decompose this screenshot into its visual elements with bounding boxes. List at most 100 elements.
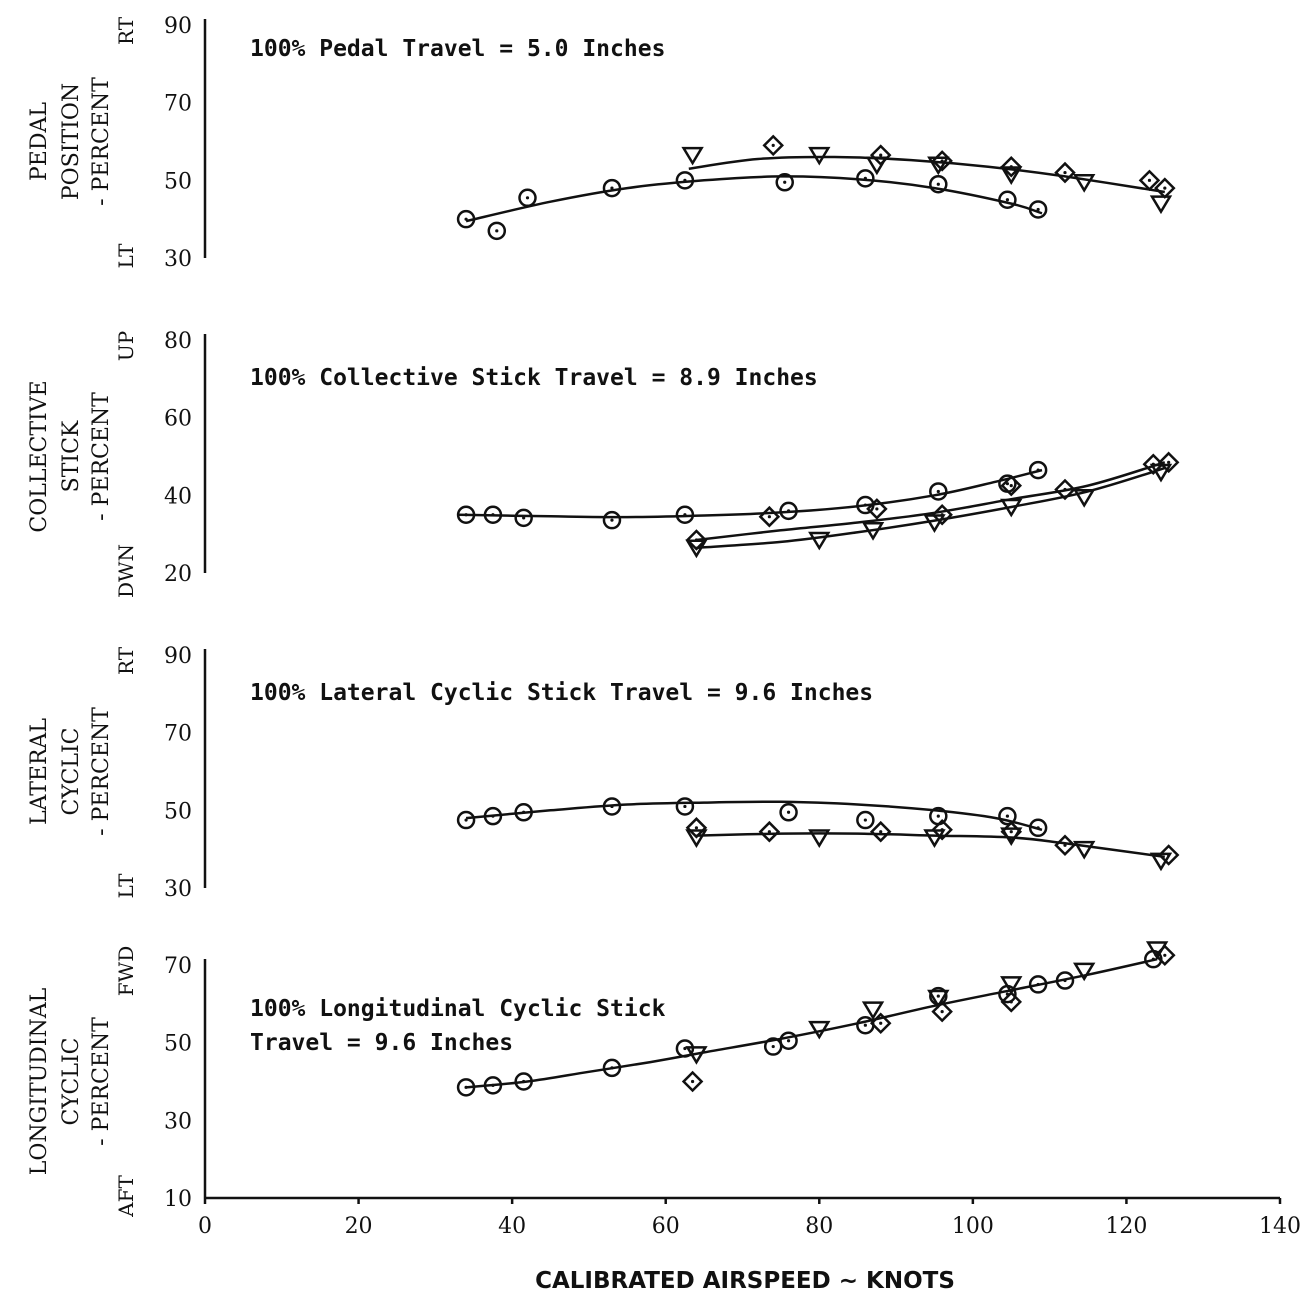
circle-point-dot [464,217,468,221]
diamond-point-dot [1063,170,1067,175]
diamond-point [1054,161,1076,184]
circle-point-dot [786,810,791,814]
x-tick-label: 0 [198,1214,212,1239]
diamond-point-dot [875,507,879,511]
triangle-point [808,829,831,848]
y-tick-label: 30 [164,247,192,272]
diamond-point-dot [1009,484,1013,488]
circle-point [456,209,476,229]
circle-point-dot [936,814,940,818]
diamond-point-dot [771,143,775,147]
circle-point-dot [683,513,687,517]
y-axis-label-line: CYCLIC [59,728,84,816]
x-axis: 0 20 40 60 80 100 120 140 CALIBRATED AIRSPEED ~ … [198,1196,1301,1294]
circle-point-dot [1036,982,1040,987]
diamond-point [931,1000,953,1023]
diamond-point-dot [940,1010,944,1014]
triangle-point [923,514,946,533]
triangle-point [861,522,885,541]
panel-lateral: 30 50 70 90 RT LT LATERAL CYCLIC - PERCENT 100% L… [27,644,1180,902]
diamond-point [869,820,892,843]
triangle-point [808,531,831,551]
circle-point-dot [936,182,940,186]
fair-curve [465,175,1043,223]
y-axis-label-line: - PERCENT [89,392,114,521]
triangle-point [861,1001,885,1021]
panel-longitudinal: 10 30 50 70 FWD AFT LONGITUDINAL CYCLIC - PERCEN… [27,941,1176,1218]
circle-point-dot [1036,826,1040,830]
triangle-point [685,1046,708,1065]
x-tick-label: 80 [805,1214,833,1239]
diamond-point [931,503,953,526]
y-axis-label-line: STICK [59,420,84,492]
diamond-point [685,529,708,551]
triangle-point [1149,852,1173,872]
circle-point [675,505,695,524]
diamond-point [1157,451,1180,474]
diamond-point-dot [879,1021,883,1025]
diamond-point [758,820,781,843]
diamond-point-dot [1163,186,1167,190]
diamond-point-dot [940,159,944,163]
circle-point [779,803,798,822]
circle-point-dot [863,1023,867,1027]
bottom-direction-label: AFT [114,1175,138,1218]
top-direction-label: RT [114,16,138,45]
circle-point-dot [783,180,787,184]
y-tick-label: 50 [164,1032,192,1057]
diamond-point [931,818,953,841]
top-direction-label: UP [114,331,138,361]
y-axis-label-line: - PERCENT [89,707,114,836]
circle-point-dot [771,1044,775,1049]
circle-point-dot [936,994,940,998]
circle-point [1028,460,1048,480]
triangle-point [1072,174,1096,193]
x-axis-title: CALIBRATED AIRSPEED ~ KNOTS [535,1268,955,1294]
circle-point-dot [522,1079,526,1084]
circle-point [1028,200,1048,219]
x-tick-label: 60 [652,1214,680,1239]
triangle-point [681,146,704,166]
diamond-point-dot [879,830,883,834]
diamond-point-dot [1163,953,1167,957]
circle-point-dot [863,503,867,507]
diamond-point [866,498,888,520]
circle-point-dot [786,1039,791,1043]
fair-curve [696,461,1166,542]
diamond-point-dot [767,830,771,834]
circle-point [779,1031,798,1050]
y-tick-label: 90 [164,644,192,669]
circle-point [998,806,1017,826]
circle-point-dot [610,804,614,809]
circle-point [1055,971,1075,990]
x-tick-label: 40 [498,1214,526,1239]
bottom-direction-label: DWN [114,544,138,598]
diamond-point [1054,834,1076,857]
circle-point-dot [495,229,499,233]
y-axis-label-line: - PERCENT [89,1017,114,1146]
diamond-point [1000,991,1023,1013]
circle-point [483,806,503,826]
circle-point-dot [464,818,468,822]
circle-point [514,1072,533,1091]
circle-point [456,505,476,524]
diamond-point-dot [767,515,771,519]
circle-point [456,1078,476,1097]
circle-point [514,508,533,528]
circle-point-dot [525,196,530,200]
triangle-point [1072,840,1096,860]
circle-point [518,188,537,208]
fair-curve [465,957,1158,1089]
circle-point-dot [1005,198,1010,202]
y-tick-label: 10 [164,1187,192,1212]
triangle-point [927,156,950,176]
x-tick-label: 20 [345,1214,373,1239]
panel-note: 100% Lateral Cyclic Stick Travel = 9.6 I… [250,680,873,706]
diamond-point [1000,155,1023,178]
panel-pedal: 30 50 70 90 RT LT PEDAL POSITION - PERCENT 100% P… [27,14,1176,272]
diamond-point-dot [1167,460,1171,464]
y-axis-label-line: PEDAL [27,102,52,181]
panel-note: 100% Collective Stick Travel = 8.9 Inche… [250,365,818,391]
